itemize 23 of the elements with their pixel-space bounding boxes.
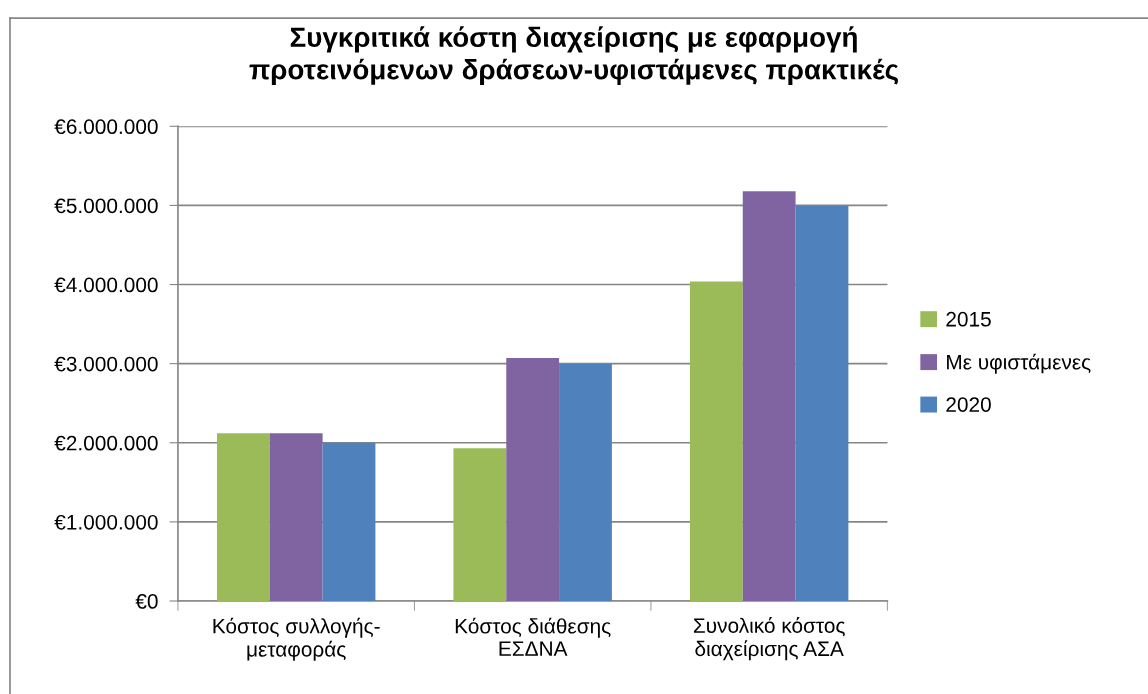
x-tick-label: Κόστος διάθεσης ΕΣΔΝΑ xyxy=(455,617,611,656)
x-tick-label: Συνολικό κόστος διαχείρισης ΑΣΑ xyxy=(693,617,845,661)
bar xyxy=(506,358,560,601)
bar xyxy=(216,433,270,601)
bar xyxy=(795,205,849,601)
y-tick-label: €4.000.000 xyxy=(54,277,158,293)
legend-label: 2020 xyxy=(946,397,991,412)
chart-title: Συγκριτικά κόστη διαχείρισης με εφαρμογή προτεινόμενων δράσεων-υφιστάμενες πρακτικές xyxy=(249,26,898,85)
y-tick-label: €5.000.000 xyxy=(54,198,158,214)
bar xyxy=(453,448,507,601)
y-tick-label: €3.000.000 xyxy=(54,356,158,372)
x-tick-label: Κόστος συλλογής- μεταφοράς xyxy=(213,617,380,661)
y-tick-label: €2.000.000 xyxy=(54,435,158,451)
bar xyxy=(742,191,796,601)
bar xyxy=(559,363,612,601)
y-tick-label: €0 xyxy=(135,594,158,609)
bar xyxy=(269,433,323,601)
legend-label: Με υφιστάμενες xyxy=(947,353,1091,374)
legend-label: 2015 xyxy=(946,311,991,327)
bar xyxy=(689,281,743,601)
y-tick-label: €1.000.000 xyxy=(54,514,158,530)
y-tick-label: €6.000.000 xyxy=(54,119,158,135)
bar xyxy=(322,442,376,601)
